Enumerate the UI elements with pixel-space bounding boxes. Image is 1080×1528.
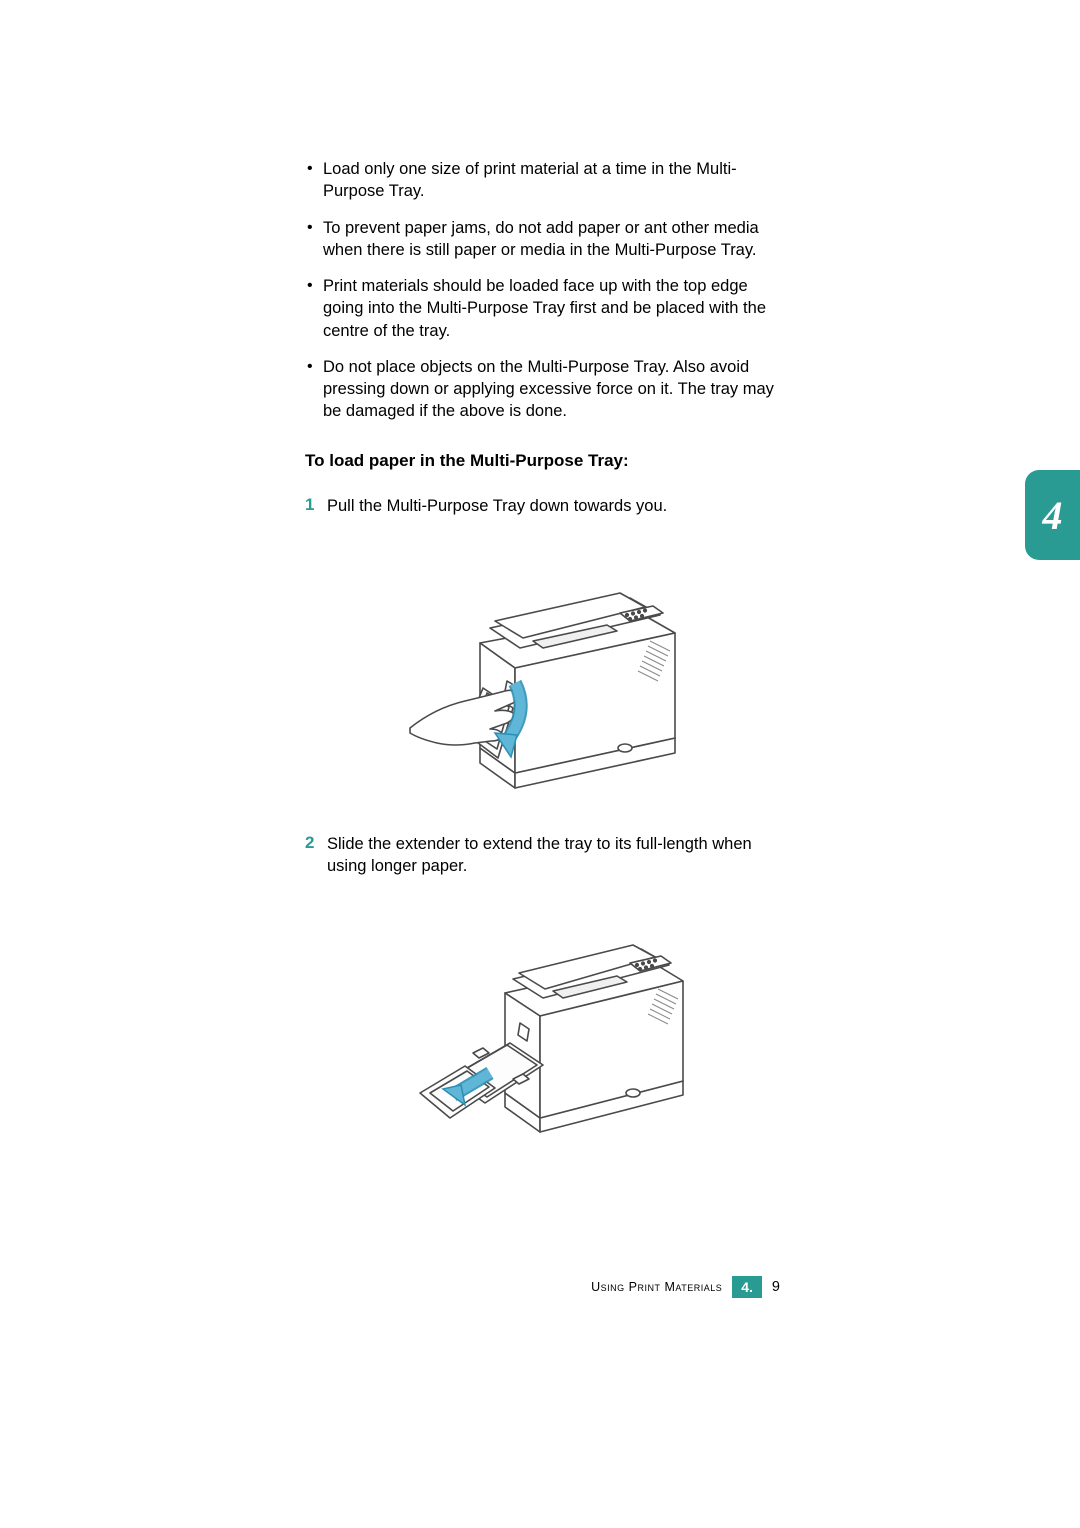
footer-chapter-box: 4. bbox=[732, 1276, 762, 1298]
step-number: 2 bbox=[305, 833, 327, 853]
step-text: Slide the extender to extend the tray to… bbox=[327, 833, 785, 878]
step-1: 1 Pull the Multi-Purpose Tray down towar… bbox=[305, 495, 785, 517]
chapter-tab-number: 4 bbox=[1043, 492, 1063, 539]
bullet-item: Load only one size of print material at … bbox=[305, 158, 785, 203]
step-text: Pull the Multi-Purpose Tray down towards… bbox=[327, 495, 667, 517]
chapter-tab: 4 bbox=[1025, 470, 1080, 560]
section-heading: To load paper in the Multi-Purpose Tray: bbox=[305, 451, 785, 471]
figure-2 bbox=[305, 893, 785, 1143]
bullet-item: To prevent paper jams, do not add paper … bbox=[305, 217, 785, 262]
page-footer: Using Print Materials 4. 9 bbox=[305, 1276, 780, 1298]
bullet-item: Do not place objects on the Multi-Purpos… bbox=[305, 356, 785, 423]
step-number: 1 bbox=[305, 495, 327, 515]
figure-1 bbox=[305, 533, 785, 793]
printer-illustration-2 bbox=[395, 893, 695, 1143]
bullet-item: Print materials should be loaded face up… bbox=[305, 275, 785, 342]
step-2: 2 Slide the extender to extend the tray … bbox=[305, 833, 785, 878]
bullet-list: Load only one size of print material at … bbox=[305, 158, 785, 423]
footer-section-label: Using Print Materials bbox=[591, 1280, 722, 1294]
footer-page-number: 9 bbox=[772, 1279, 780, 1295]
printer-illustration-1 bbox=[395, 533, 695, 793]
page-content: Load only one size of print material at … bbox=[305, 158, 785, 1183]
